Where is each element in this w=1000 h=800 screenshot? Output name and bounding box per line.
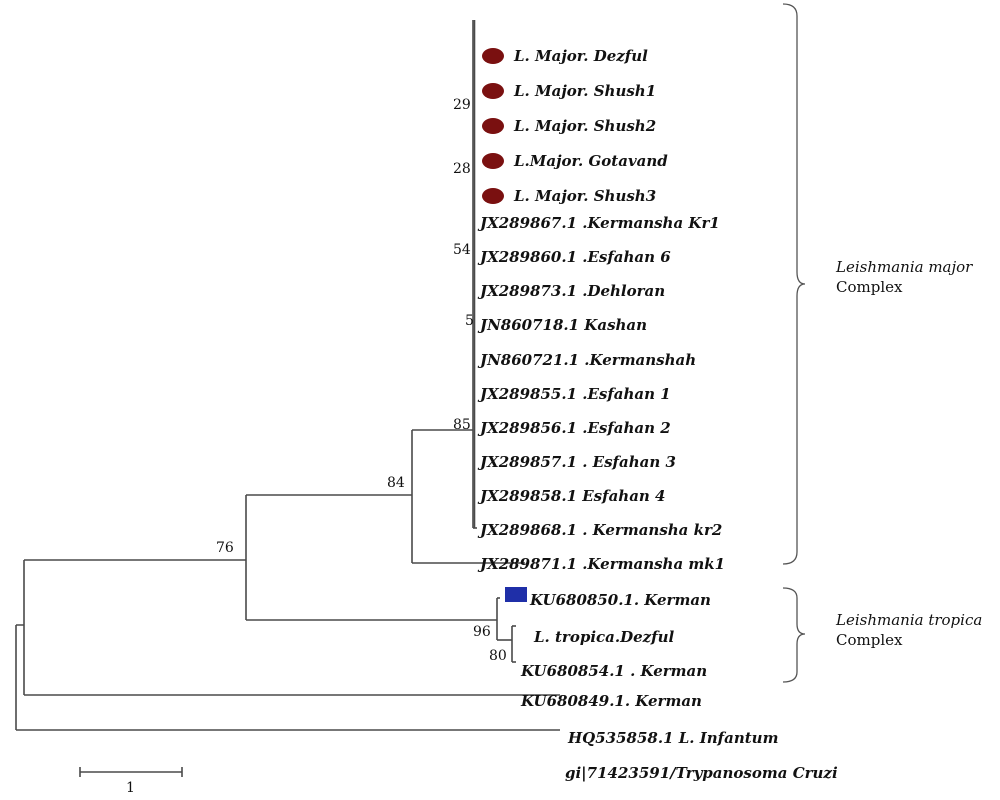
support-value: 76	[216, 540, 234, 556]
leaf-label: HQ535858.1 L. Infantum	[567, 729, 778, 747]
scale-bar-label: 1	[126, 780, 135, 796]
root-branch	[15, 624, 24, 730]
tropica-complex-bracket	[782, 587, 806, 683]
leaf-label: JX289867.1 .Kermansha Kr1	[477, 214, 720, 232]
group-name: Leishmania major	[835, 258, 973, 276]
red-oval-icon	[482, 153, 504, 169]
support-value: 85	[453, 417, 471, 433]
leaf-label: L. Major. Shush3	[513, 187, 656, 205]
leaf-label: JX289855.1 .Esfahan 1	[477, 385, 671, 403]
group-suffix: Complex	[836, 278, 903, 296]
sample-markers	[482, 48, 527, 602]
support-value: 84	[387, 475, 405, 491]
group-suffix: Complex	[836, 631, 903, 649]
group-labels: Leishmania major Complex Leishmania trop…	[835, 258, 982, 649]
major-complex-bracket	[782, 3, 806, 565]
leaf-label: L. tropica.Dezful	[533, 628, 675, 646]
support-value: 29	[453, 97, 471, 113]
group-brackets	[782, 3, 806, 683]
leaf-labels: L. Major. Dezful L. Major. Shush1 L. Maj…	[477, 47, 838, 782]
leaf-label: JX289868.1 . Kermansha kr2	[477, 521, 722, 539]
leaf-label: L. Major. Shush2	[513, 117, 656, 135]
red-oval-icon	[482, 118, 504, 134]
leaf-label: L.Major. Gotavand	[513, 152, 668, 170]
support-value: 96	[473, 624, 491, 640]
red-oval-icon	[482, 48, 504, 64]
leaf-label: JN860721.1 .Kermanshah	[477, 351, 696, 369]
leaf-label: KU680850.1. Kerman	[529, 591, 711, 609]
scale-bar: 1	[79, 767, 183, 796]
leaf-label: KU680854.1 . Kerman	[520, 662, 707, 680]
support-value: 54	[453, 242, 471, 258]
leaf-label: JX289858.1 Esfahan 4	[477, 487, 665, 505]
red-oval-icon	[482, 83, 504, 99]
leaf-label: JX289873.1 .Dehloran	[477, 282, 665, 300]
leaf-label: JX289856.1 .Esfahan 2	[477, 419, 671, 437]
support-value: 28	[453, 161, 471, 177]
red-oval-icon	[482, 188, 504, 204]
leaf-label: JX289857.1 . Esfahan 3	[477, 453, 676, 471]
group-name: Leishmania tropica	[835, 611, 982, 629]
leaf-label: L. Major. Dezful	[513, 47, 648, 65]
leaf-label: KU680849.1. Kerman	[520, 692, 702, 710]
support-value: 5	[465, 313, 474, 329]
leaf-label: L. Major. Shush1	[513, 82, 656, 100]
leaf-label: JN860718.1 Kashan	[477, 316, 647, 334]
leaf-label: JX289871.1 .Kermansha mk1	[477, 555, 725, 573]
support-value: 80	[489, 648, 507, 664]
leaf-label: JX289860.1 .Esfahan 6	[477, 248, 671, 266]
support-values: 29 28 54 5 85 84 76 96 80	[216, 97, 507, 664]
scale-bar-line	[79, 767, 183, 777]
tree-branches	[15, 20, 560, 731]
leaf-label: gi|71423591/Trypanosoma Cruzi	[565, 764, 838, 782]
blue-square-icon	[505, 587, 527, 602]
